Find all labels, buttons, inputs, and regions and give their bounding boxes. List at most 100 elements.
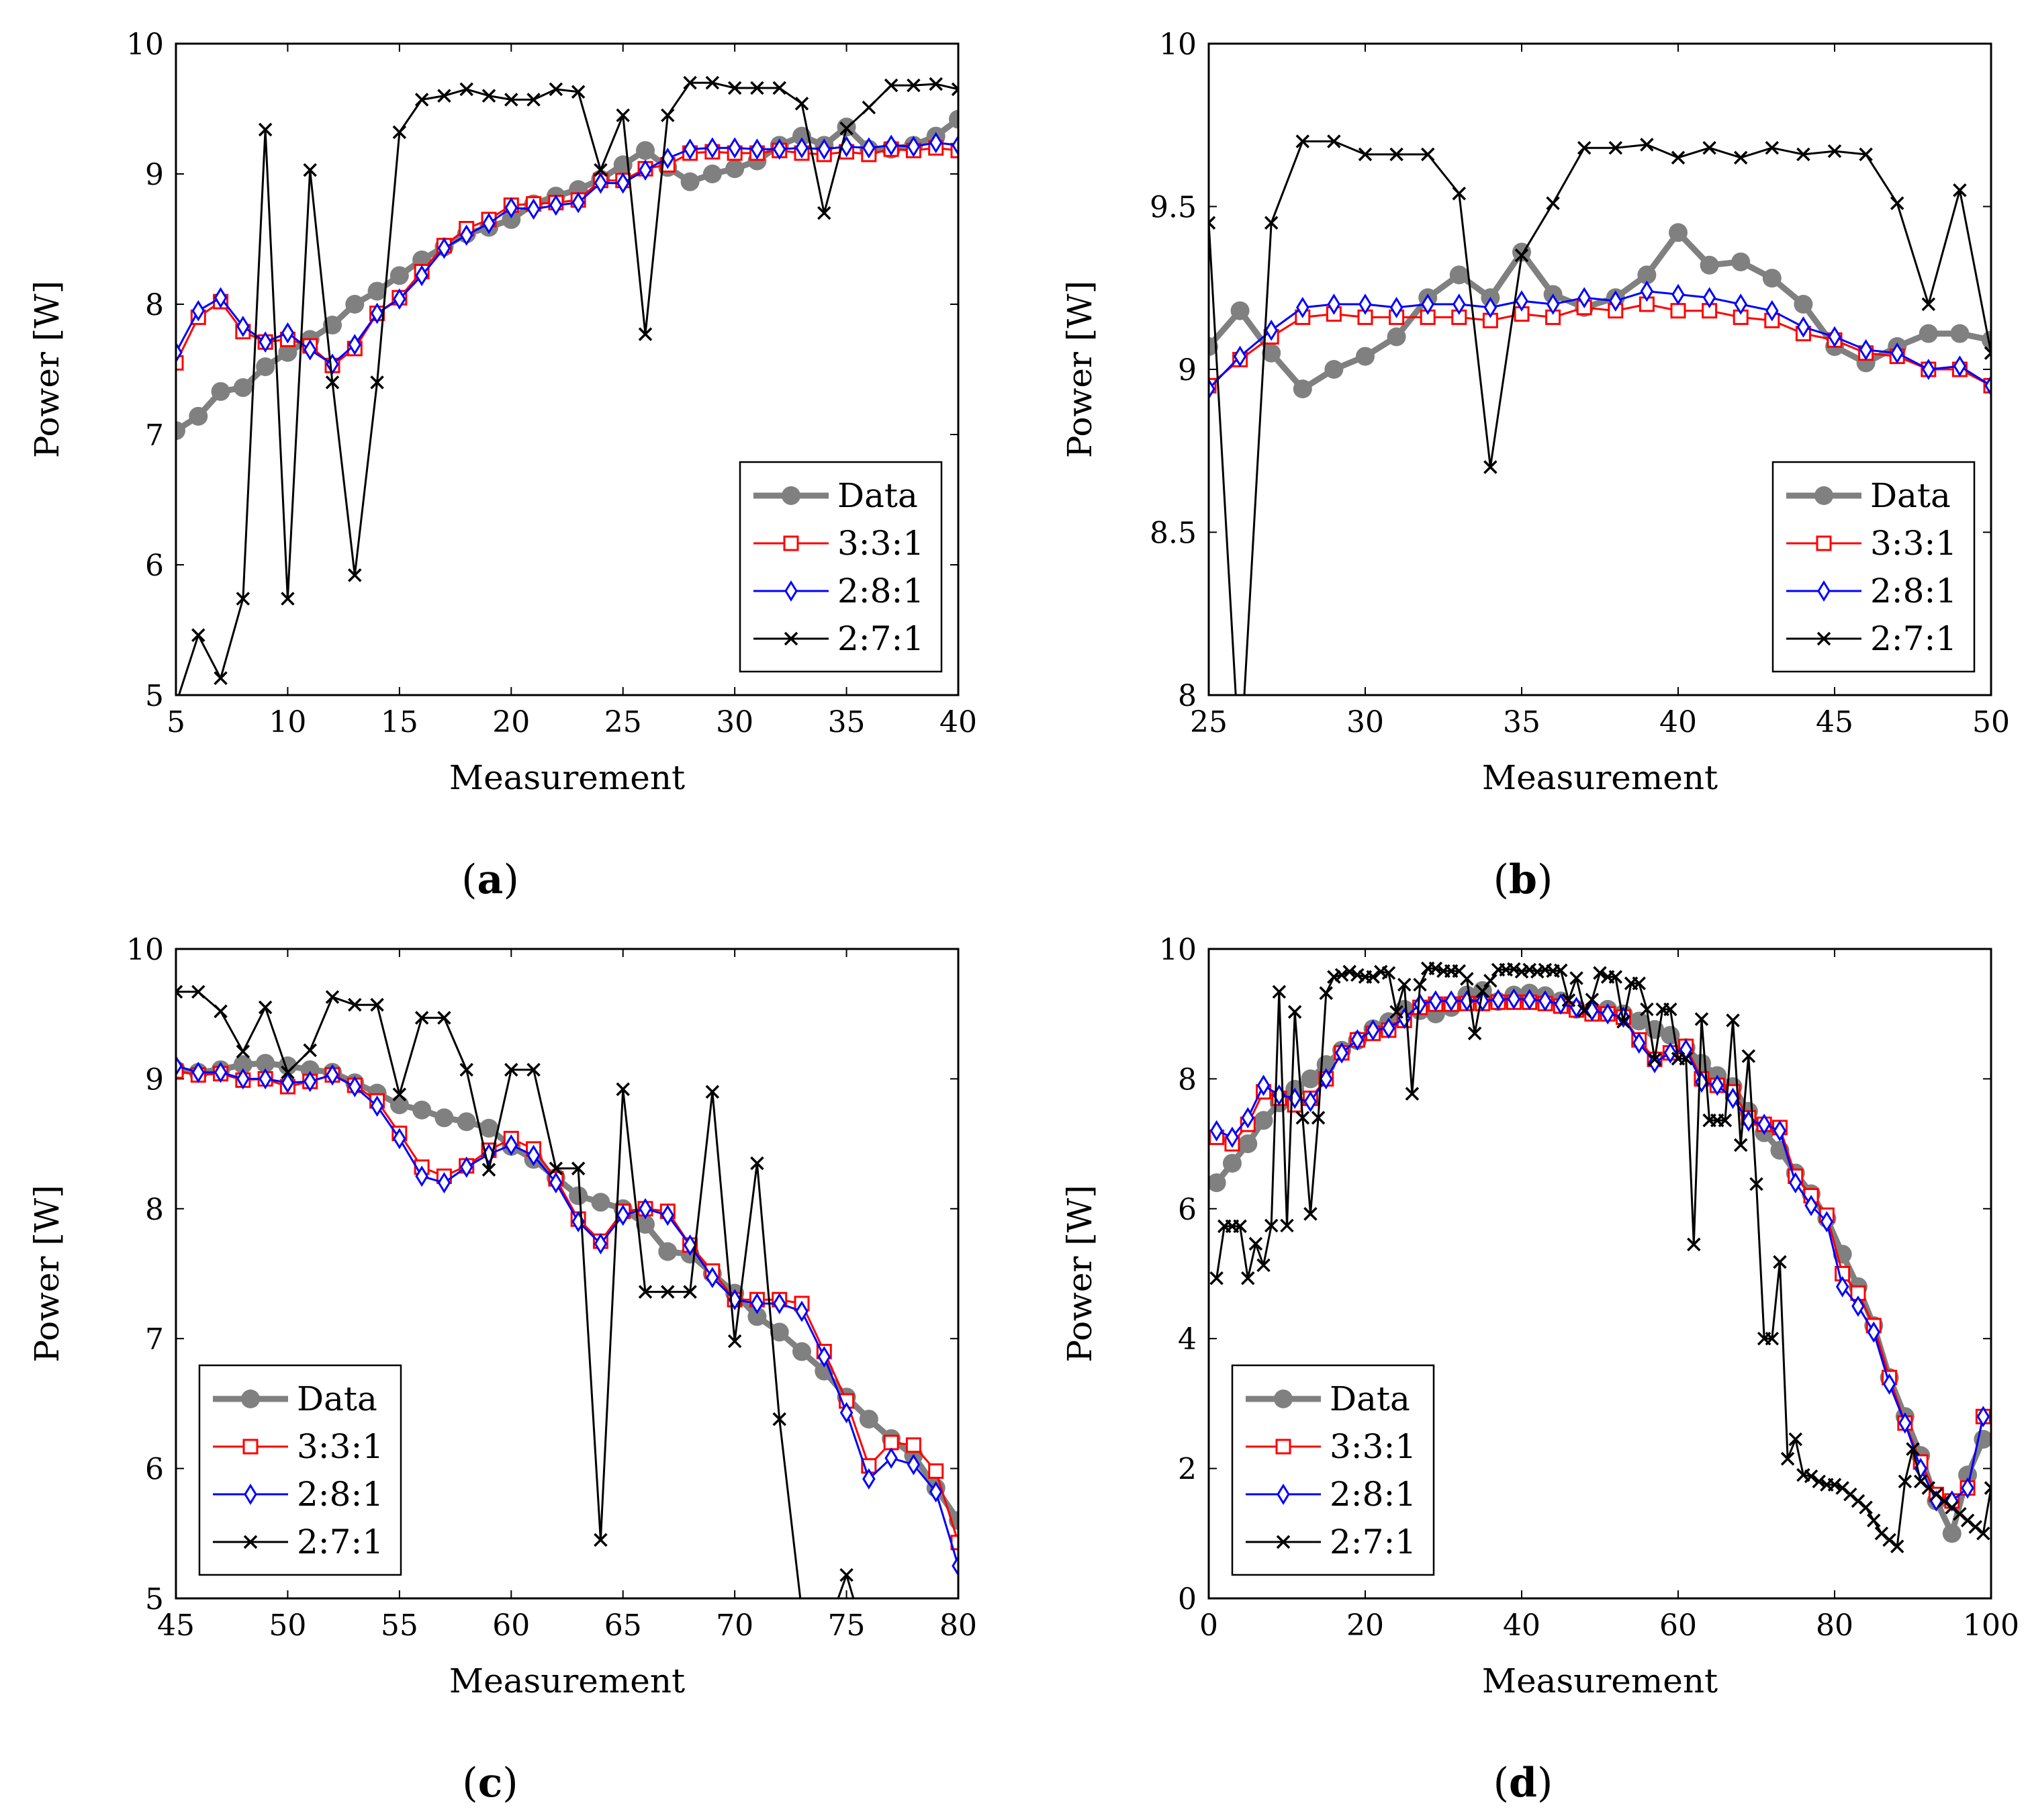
data-point (1788, 1172, 1802, 1193)
data-point (1796, 316, 1810, 338)
data-point (1984, 346, 1991, 360)
data-point (796, 1605, 808, 1617)
x-tick-label: 20 (492, 705, 530, 739)
data-point (1593, 966, 1607, 981)
data-point (1694, 1012, 1709, 1026)
data-point (725, 159, 745, 179)
data-point (415, 1165, 428, 1187)
data-point (884, 1447, 898, 1469)
chart-c: 45 50 55 60 65 70 75 80 5 6 7 8 9 10 Measurement Power … (28, 933, 977, 1807)
data-point (683, 1285, 697, 1299)
data-point (750, 1293, 764, 1314)
data-point (258, 122, 273, 137)
legend-entry-2-7-1: 2:7:1 (1246, 1522, 1416, 1561)
data-point (1718, 1113, 1733, 1128)
plot-area (1209, 961, 1991, 1553)
data-point (1491, 989, 1505, 1011)
data-point (795, 137, 809, 159)
data-point (1867, 1513, 1881, 1528)
legend-entry-data: Data (213, 1379, 377, 1418)
data-point (281, 592, 295, 606)
legend-entry-3-3-1: 3:3:1 (1246, 1427, 1416, 1466)
data-point (1248, 1236, 1263, 1251)
data-point (1867, 1321, 1881, 1343)
data-point (1262, 343, 1281, 363)
data-point (1209, 1120, 1224, 1142)
data-point (1950, 324, 1970, 343)
x-tick-label: 40 (1503, 1608, 1540, 1643)
data-point (1254, 1111, 1273, 1130)
legend-entry-2-7-1: 2:7:1 (213, 1522, 383, 1561)
legend-label: Data (1870, 476, 1951, 515)
legend-label: 2:7:1 (837, 619, 924, 658)
data-point (1301, 1069, 1320, 1089)
data-point (1669, 223, 1688, 242)
data-point (549, 194, 563, 216)
data-point (794, 97, 809, 111)
x-tick-label: 40 (1659, 705, 1697, 739)
legend-marker (1276, 1535, 1291, 1549)
data-point (1629, 1011, 1649, 1031)
x-tick-label: 40 (939, 705, 977, 739)
data-point (1670, 303, 1686, 319)
data-point (772, 138, 786, 161)
data-point (1585, 993, 1600, 1007)
legend-entry-data: Data (1786, 476, 1951, 515)
legend-entry-2-8-1: 2:8:1 (213, 1475, 383, 1514)
data-point (1828, 326, 1841, 348)
series-line (176, 141, 958, 365)
data-point (839, 121, 854, 136)
plot-frame (175, 948, 960, 1600)
legend: Data 3:3:1 2:8:1 2:7:1 (198, 1364, 402, 1576)
panel-caption: (a) (461, 856, 519, 903)
y-tick-label: 8 (1178, 679, 1197, 713)
data-point (1906, 1442, 1920, 1456)
data-point (616, 172, 630, 194)
data-point (594, 1233, 608, 1255)
data-point (1342, 964, 1356, 979)
data-point (437, 1172, 451, 1193)
data-point (191, 300, 205, 322)
x-tick-label: 20 (1346, 1608, 1384, 1643)
y-tick-label: 6 (145, 549, 164, 583)
data-point (571, 1161, 586, 1176)
data-point (345, 295, 365, 314)
data-point (661, 1285, 675, 1299)
legend-marker (1817, 580, 1831, 602)
data-point (1794, 295, 1813, 314)
data-point (1507, 962, 1521, 976)
data-point (949, 1510, 958, 1530)
data-point (1632, 1032, 1646, 1054)
plot-frame (175, 42, 960, 696)
plot-frame (1207, 948, 1992, 1600)
data-point (1616, 1015, 1630, 1029)
data-point (1726, 1013, 1740, 1028)
data-point (325, 375, 340, 390)
data-point (728, 137, 741, 159)
data-point (1757, 1113, 1771, 1135)
data-point (1387, 327, 1406, 347)
x-axis-label: Measurement (449, 1662, 685, 1700)
data-point (1428, 961, 1443, 976)
legend-entry-2-7-1: 2:7:1 (753, 619, 924, 658)
data-point (259, 1068, 272, 1090)
data-point (549, 1161, 563, 1176)
data-point (1319, 986, 1333, 1000)
x-tick-label: 5 (167, 705, 185, 739)
data-point (189, 406, 208, 426)
data-point (863, 1644, 875, 1656)
data-point (1280, 1218, 1294, 1233)
data-point (1835, 1275, 1849, 1298)
data-point (1453, 293, 1466, 315)
data-point (1483, 296, 1497, 318)
data-point (191, 1061, 205, 1083)
y-axis-label: Power [W] (28, 281, 66, 458)
x-tick-label: 75 (828, 1608, 866, 1643)
series-2-7-1 (176, 985, 875, 1656)
data-point (839, 1402, 854, 1424)
data-point (1859, 339, 1873, 361)
data-point (1671, 150, 1686, 165)
legend-marker (1814, 486, 1833, 505)
data-point (1222, 1154, 1242, 1173)
data-point (1475, 984, 1489, 999)
